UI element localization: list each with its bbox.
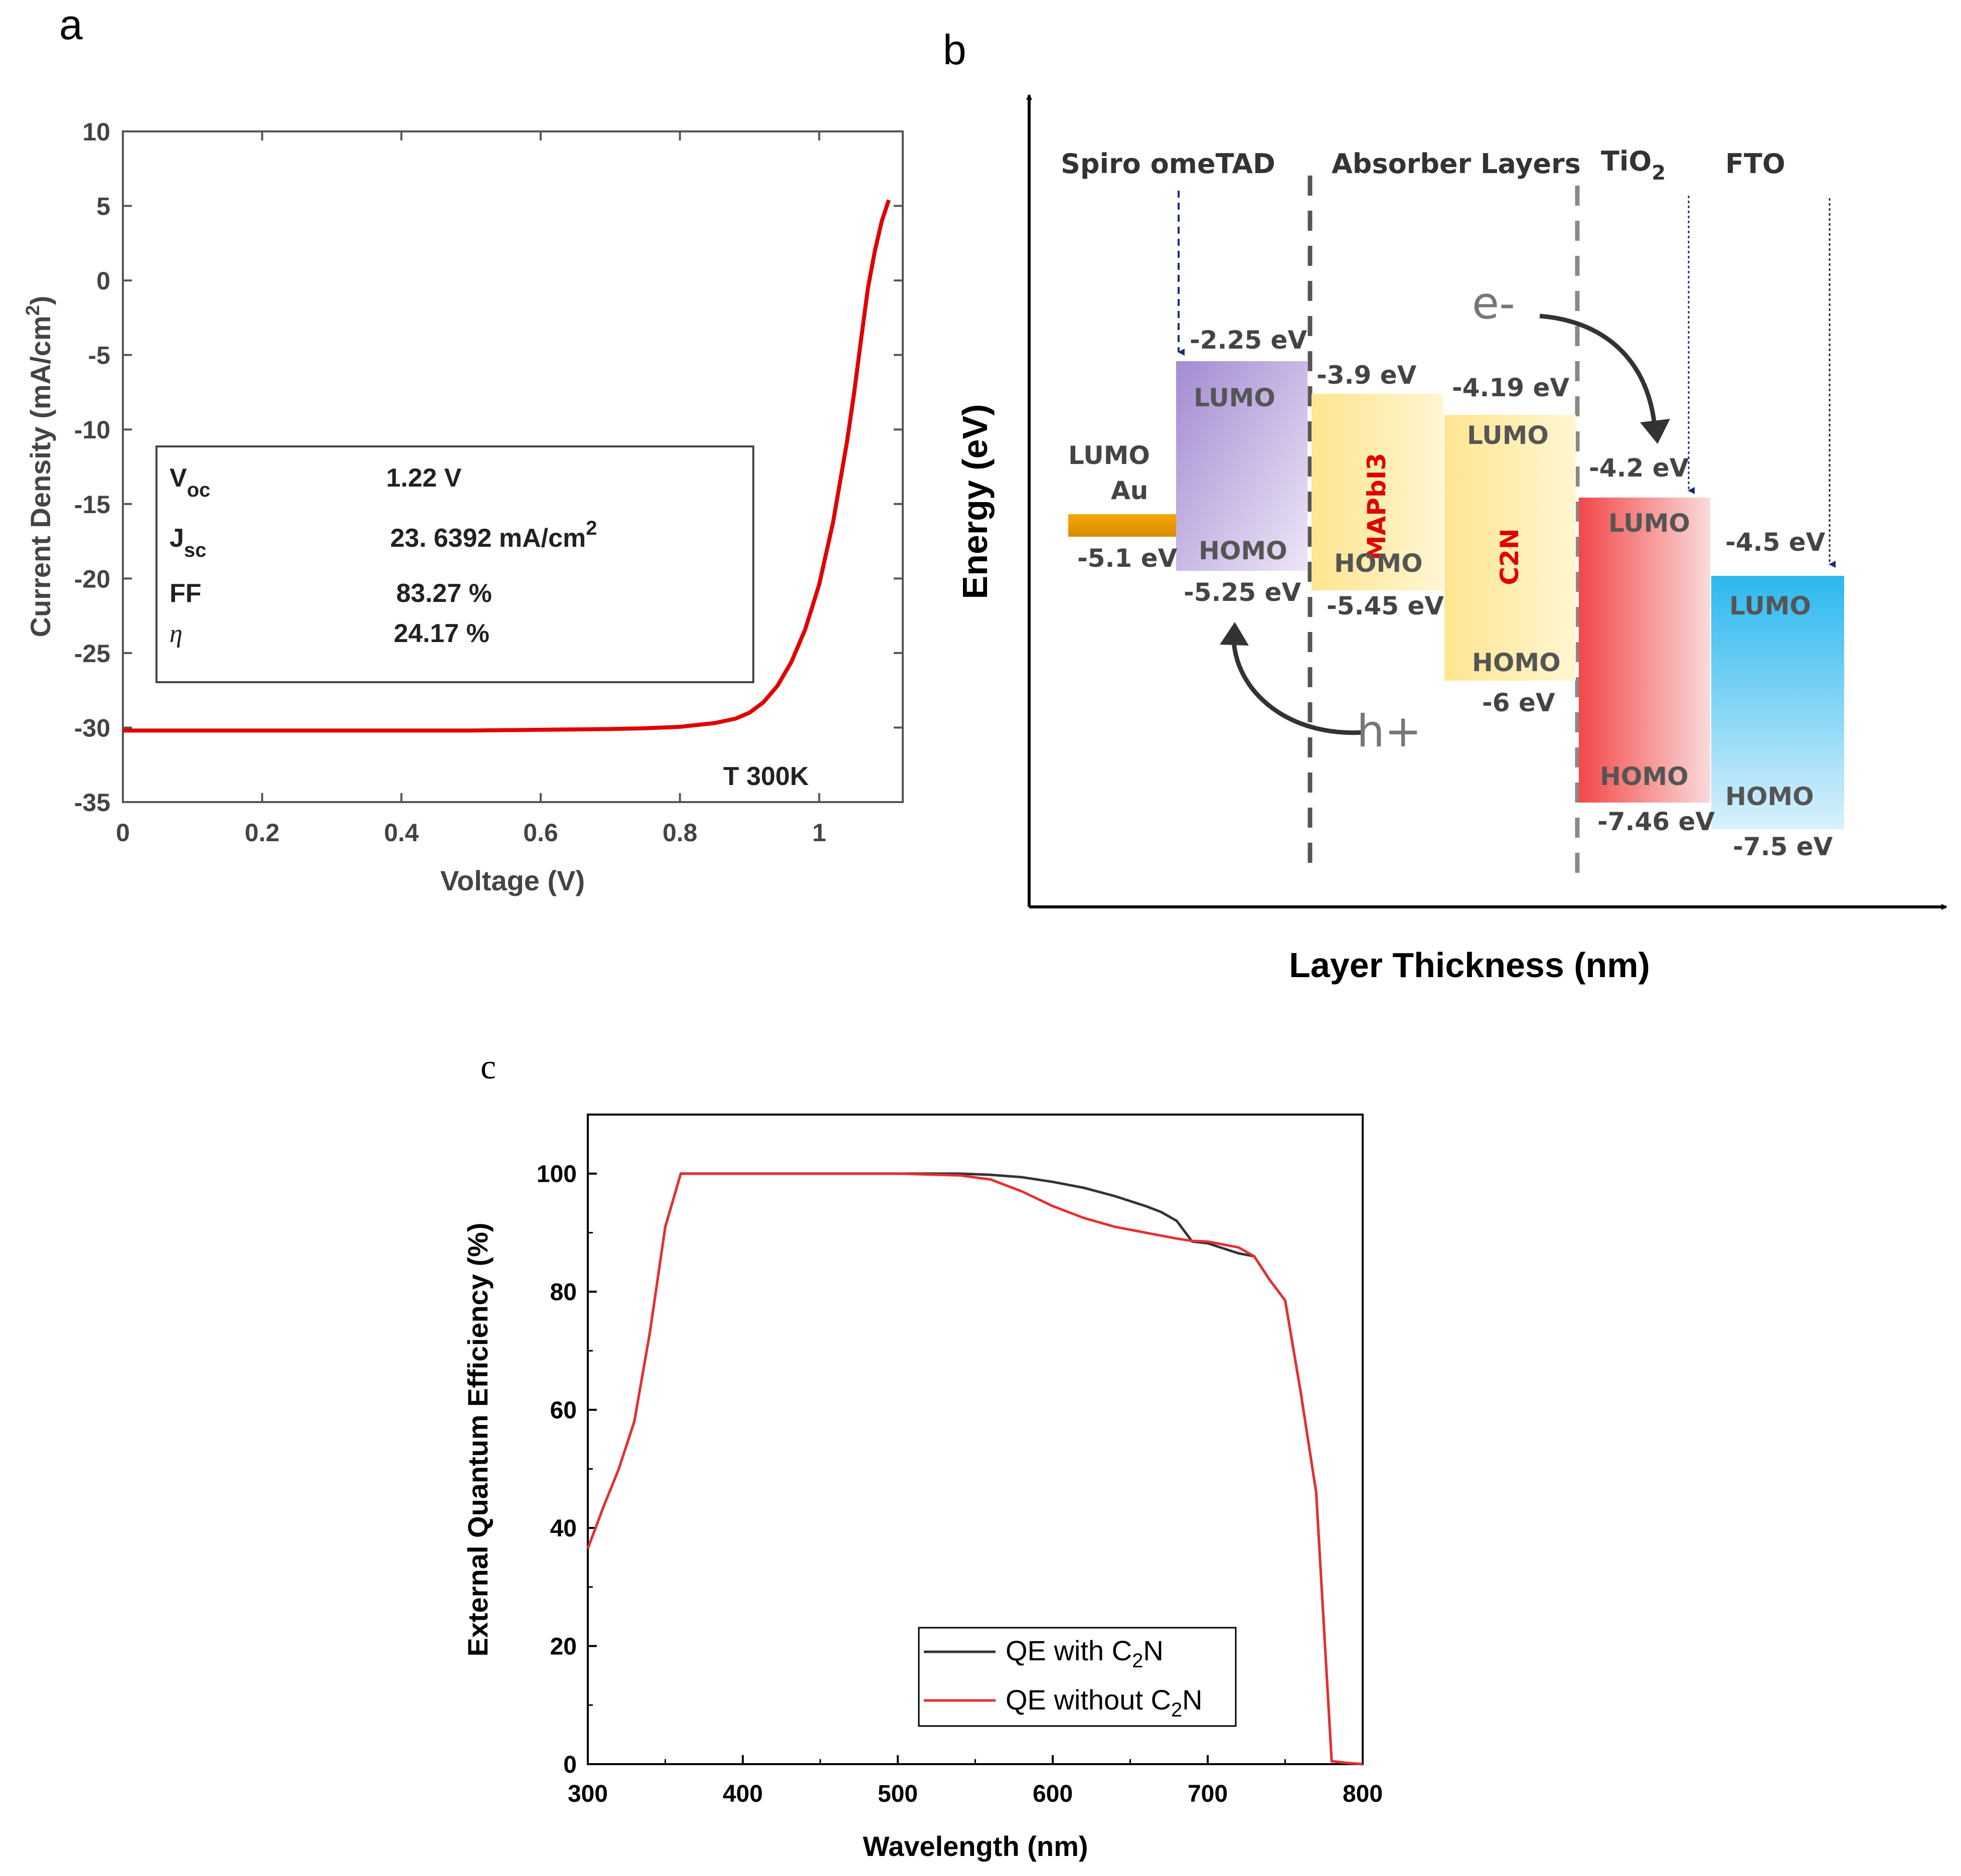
spiro-lumo-value: -2.25 eV [1190,326,1307,355]
header-tio2: TiO2 [1601,145,1666,185]
c2n-lumo-value: -4.19 eV [1452,373,1569,402]
x-tick-label-c: 600 [1033,1781,1073,1807]
energy-axis-label: Energy (eV) [955,404,995,599]
header-spiro: Spiro omeTAD [1061,148,1275,180]
x-tick-label-a: 0.6 [523,819,558,847]
au-block [1068,514,1176,537]
param-value-voc: 1.22 V [386,463,462,493]
panel-b: b Energy (eV) Layer Thickness (nm) Spiro… [943,26,1947,985]
au-lumo-label: LUMO [1068,441,1150,470]
c2n-homo-value: -6 eV [1482,688,1555,717]
fto-block [1711,576,1844,829]
electron-arrow [1539,314,1658,432]
parameter-table [155,445,754,683]
y-tick-label-a: -35 [74,789,110,817]
x-tick-label-a: 0.8 [663,819,698,847]
y-tick-label-a: 0 [96,267,110,295]
tio2-block [1579,498,1710,803]
tio2-homo-value: -7.46 eV [1597,807,1715,836]
fto-lumo-value: -4.5 eV [1725,528,1826,557]
y-axis-label-c: External Quantum Efficiency (%) [462,1222,494,1656]
tio2-lumo: LUMO [1608,509,1690,538]
x-tick-label-a: 0.4 [384,819,419,847]
x-axis-label-a: Voltage (V) [440,865,585,896]
y-tick-label-a: -10 [74,416,110,444]
panel-a: a 0 0.2 0.4 0.6 0.8 1 10 5 0 -5 -10 -15 -20 -25 -30 -35… [23,1,904,896]
x-tick-label-c: 300 [568,1781,608,1807]
electron-arrow-head [1640,419,1670,444]
c2n-lumo: LUMO [1467,421,1549,450]
thickness-axis-label: Layer Thickness (nm) [1289,946,1650,985]
y-tick-label-a: 5 [96,193,110,221]
header-absorber: Absorber Layers [1332,148,1581,180]
y-tick-label-c: 100 [537,1161,577,1188]
y-tick-label-c: 20 [550,1634,577,1660]
header-fto: FTO [1725,148,1785,180]
y-tick-label-a: -5 [88,342,110,370]
mapbi3-homo: HOMO [1334,549,1423,578]
fto-homo-value: -7.5 eV [1733,832,1833,861]
hole-label: h+ [1357,705,1422,757]
legend-c [918,1627,1237,1727]
temperature-annotation: T 300K [723,762,809,791]
panel-c: c 300 400 500 600 700 800 0 20 40 60 80 100 Wavelen… [462,1048,1383,1862]
c2n-block [1444,415,1576,681]
x-tick-label-c: 500 [878,1781,918,1807]
spiro-homo: HOMO [1199,536,1287,565]
spiro-block [1176,361,1308,571]
au-value: -5.1 eV [1077,544,1178,573]
x-tick-label-c: 700 [1188,1781,1228,1807]
spiro-homo-value: -5.25 eV [1184,578,1301,607]
fto-lumo: LUMO [1729,591,1811,620]
param-label-jsc: Jsc [170,524,206,561]
c2n-label: C2N [1495,528,1524,585]
au-name-label: Au [1111,476,1148,505]
legend-label-with: QE with C2N [1006,1635,1164,1672]
y-tick-label-a: 10 [82,118,110,146]
fto-homo: HOMO [1725,782,1814,811]
param-value-eta: 24.17 % [394,619,489,648]
param-value-ff: 83.27 % [396,579,492,608]
tio2-lumo-value: -4.2 eV [1589,453,1689,483]
c2n-homo: HOMO [1472,648,1561,677]
x-tick-label-a: 0.2 [245,819,280,847]
electron-label: e- [1472,277,1515,329]
hole-arrow [1231,637,1365,735]
mapbi3-homo-value: -5.45 eV [1327,591,1444,620]
param-value-jsc: 23. 6392 mA/cm2 [390,517,597,553]
y-tick-label-a: -30 [74,714,110,742]
legend-label-without: QE without C2N [1006,1684,1203,1721]
panel-label-a: a [59,1,83,48]
y-tick-label-a: -15 [74,491,110,519]
y-tick-label-a: -20 [74,565,110,593]
mapbi3-lumo-value: -3.9 eV [1317,361,1417,390]
x-axis-label-c: Wavelength (nm) [863,1830,1088,1862]
qe-without-c2n-curve [586,1172,1363,1766]
spiro-lumo: LUMO [1194,383,1275,412]
mapbi3-label: MAPbI3 [1362,453,1391,560]
y-tick-label-c: 60 [550,1397,577,1424]
x-tick-label-a: 0 [116,819,130,847]
panel-label-b: b [943,26,966,73]
x-tick-label-a: 1 [812,819,826,847]
jv-curve [123,199,891,733]
param-label-eta: η [170,619,183,648]
hole-arrow-head [1220,622,1249,646]
param-label-ff: FF [170,579,202,608]
y-tick-label-c: 0 [563,1752,577,1778]
x-tick-label-c: 800 [1343,1781,1383,1807]
panel-label-c: c [480,1048,496,1086]
plot-frame-a [122,130,904,803]
param-label-voc: Voc [170,463,210,501]
y-tick-label-a: -25 [74,640,110,668]
y-tick-label-c: 40 [550,1515,577,1542]
y-tick-label-c: 80 [550,1279,577,1306]
y-axis-label-a: Current Density (mA/cm2) [23,296,56,638]
x-tick-label-c: 400 [723,1781,763,1807]
mapbi3-block [1312,394,1443,590]
tio2-homo: HOMO [1600,762,1689,791]
